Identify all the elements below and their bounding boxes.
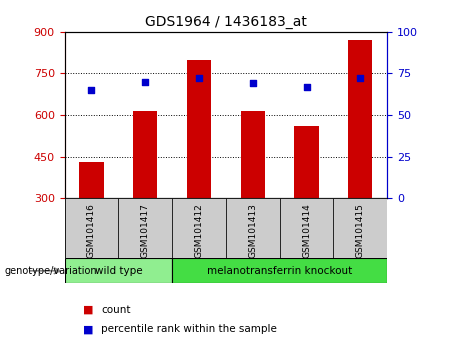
Point bbox=[195, 76, 203, 81]
Text: GSM101416: GSM101416 bbox=[87, 203, 96, 258]
Bar bbox=[79, 162, 104, 198]
Point bbox=[142, 79, 149, 85]
Text: GSM101412: GSM101412 bbox=[195, 203, 203, 258]
Point bbox=[88, 87, 95, 93]
Bar bbox=[172, 198, 226, 258]
Point bbox=[303, 84, 310, 90]
Bar bbox=[241, 111, 265, 198]
Text: wild type: wild type bbox=[95, 266, 142, 276]
Text: GSM101417: GSM101417 bbox=[141, 203, 150, 258]
Bar bbox=[118, 198, 172, 258]
Text: ■: ■ bbox=[83, 324, 94, 334]
Text: genotype/variation: genotype/variation bbox=[5, 266, 97, 276]
Bar bbox=[133, 111, 157, 198]
Point bbox=[357, 76, 364, 81]
Text: GSM101413: GSM101413 bbox=[248, 203, 257, 258]
Point bbox=[249, 81, 256, 86]
Bar bbox=[187, 59, 211, 198]
Text: percentile rank within the sample: percentile rank within the sample bbox=[101, 324, 278, 334]
Bar bbox=[348, 40, 372, 198]
Bar bbox=[333, 198, 387, 258]
Bar bbox=[295, 126, 319, 198]
Text: count: count bbox=[101, 305, 131, 315]
Bar bbox=[65, 258, 172, 283]
Bar bbox=[226, 198, 280, 258]
Bar bbox=[172, 258, 387, 283]
Text: melanotransferrin knockout: melanotransferrin knockout bbox=[207, 266, 352, 276]
Bar bbox=[280, 198, 333, 258]
Text: ■: ■ bbox=[83, 305, 94, 315]
Text: GSM101414: GSM101414 bbox=[302, 203, 311, 258]
Title: GDS1964 / 1436183_at: GDS1964 / 1436183_at bbox=[145, 16, 307, 29]
Text: GSM101415: GSM101415 bbox=[356, 203, 365, 258]
Bar bbox=[65, 198, 118, 258]
